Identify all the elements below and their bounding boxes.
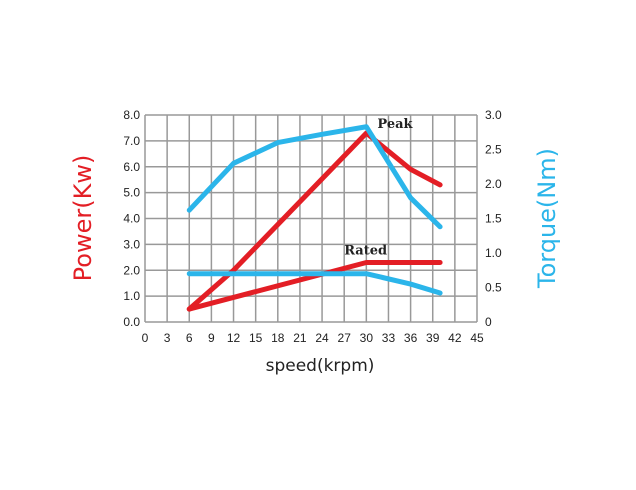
left-y-tick-label: 0.0 (123, 315, 140, 329)
x-tick-label: 12 (227, 331, 241, 345)
left-y-tick-label: 4.0 (123, 212, 140, 226)
axis-ticks: 0 3 6 9 12 15 18 21 24 27 30 33 36 39 42 450.01.02.03.0… (123, 108, 502, 345)
x-tick-label: 0 (142, 331, 149, 345)
torque-line-2 (186, 124, 443, 230)
left-y-tick-label: 3.0 (123, 237, 140, 251)
right-axis-label: Torque(Nm) (533, 148, 561, 289)
x-tick-label: 21 (293, 331, 307, 345)
right-y-tick-label: 1.5 (485, 212, 502, 226)
right-y-tick-label: 3.0 (485, 108, 502, 122)
x-tick-label: 42 (448, 331, 462, 345)
right-y-tick-label: 1.0 (485, 246, 502, 260)
annotation-label: Rated (344, 244, 387, 259)
x-tick-label: 24 (315, 331, 329, 345)
power-line-0 (186, 130, 443, 312)
left-y-tick-label: 6.0 (123, 160, 140, 174)
annotation-label: Peak (377, 117, 413, 132)
x-tick-label: 6 (186, 331, 193, 345)
left-y-tick-label: 2.0 (123, 263, 140, 277)
x-tick-label: 36 (404, 331, 418, 345)
x-tick-label: 33 (382, 331, 396, 345)
x-tick-label: 18 (271, 331, 285, 345)
left-y-tick-label: 7.0 (123, 134, 140, 148)
left-axis-label: Power(Kw) (69, 155, 97, 282)
right-y-tick-label: 2.5 (485, 143, 502, 157)
right-y-tick-label: 0 (485, 315, 492, 329)
series-lines (186, 124, 443, 312)
left-y-tick-label: 5.0 (123, 186, 140, 200)
x-tick-label: 3 (164, 331, 171, 345)
x-axis-label: speed(krpm) (266, 356, 375, 376)
x-tick-label: 9 (208, 331, 215, 345)
left-y-tick-label: 8.0 (123, 108, 140, 122)
left-y-tick-label: 1.0 (123, 289, 140, 303)
x-tick-label: 30 (360, 331, 374, 345)
torque-line-3 (186, 271, 443, 296)
x-tick-label: 39 (426, 331, 440, 345)
annotations: Peak Rated (344, 117, 413, 259)
x-tick-label: 45 (470, 331, 484, 345)
power-line-1 (186, 259, 443, 312)
x-tick-label: 27 (338, 331, 352, 345)
right-y-tick-label: 0.5 (485, 281, 502, 295)
right-y-tick-label: 2.0 (485, 177, 502, 191)
x-tick-label: 15 (249, 331, 263, 345)
